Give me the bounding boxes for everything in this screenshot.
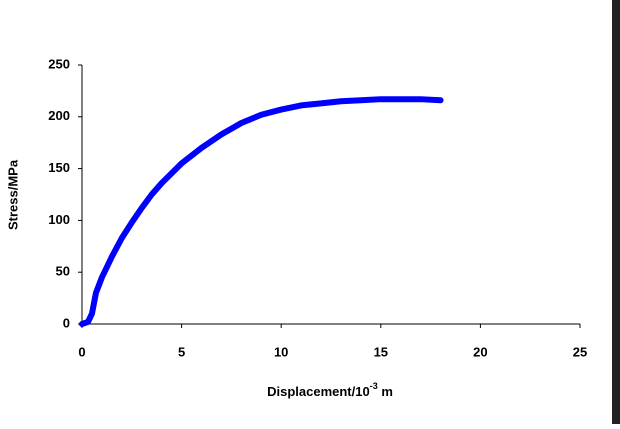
- y-axis-label: Stress/MPa: [5, 159, 20, 230]
- y-tick-label: 250: [48, 56, 70, 71]
- x-tick-label: 10: [274, 344, 288, 359]
- y-tick-label: 50: [56, 264, 70, 279]
- x-tick-label: 20: [473, 344, 487, 359]
- y-tick-label: 0: [63, 315, 70, 330]
- x-tick-label: 5: [178, 344, 185, 359]
- y-tick-label: 150: [48, 160, 70, 175]
- x-axis-label: Displacement/10-3 m: [267, 381, 393, 399]
- window-edge: [612, 0, 620, 424]
- x-tick-label: 25: [573, 344, 587, 359]
- x-tick-label: 15: [374, 344, 388, 359]
- data-line: [79, 96, 444, 327]
- x-tick-label: 0: [78, 344, 85, 359]
- y-tick-label: 100: [48, 212, 70, 227]
- y-tick-label: 200: [48, 108, 70, 123]
